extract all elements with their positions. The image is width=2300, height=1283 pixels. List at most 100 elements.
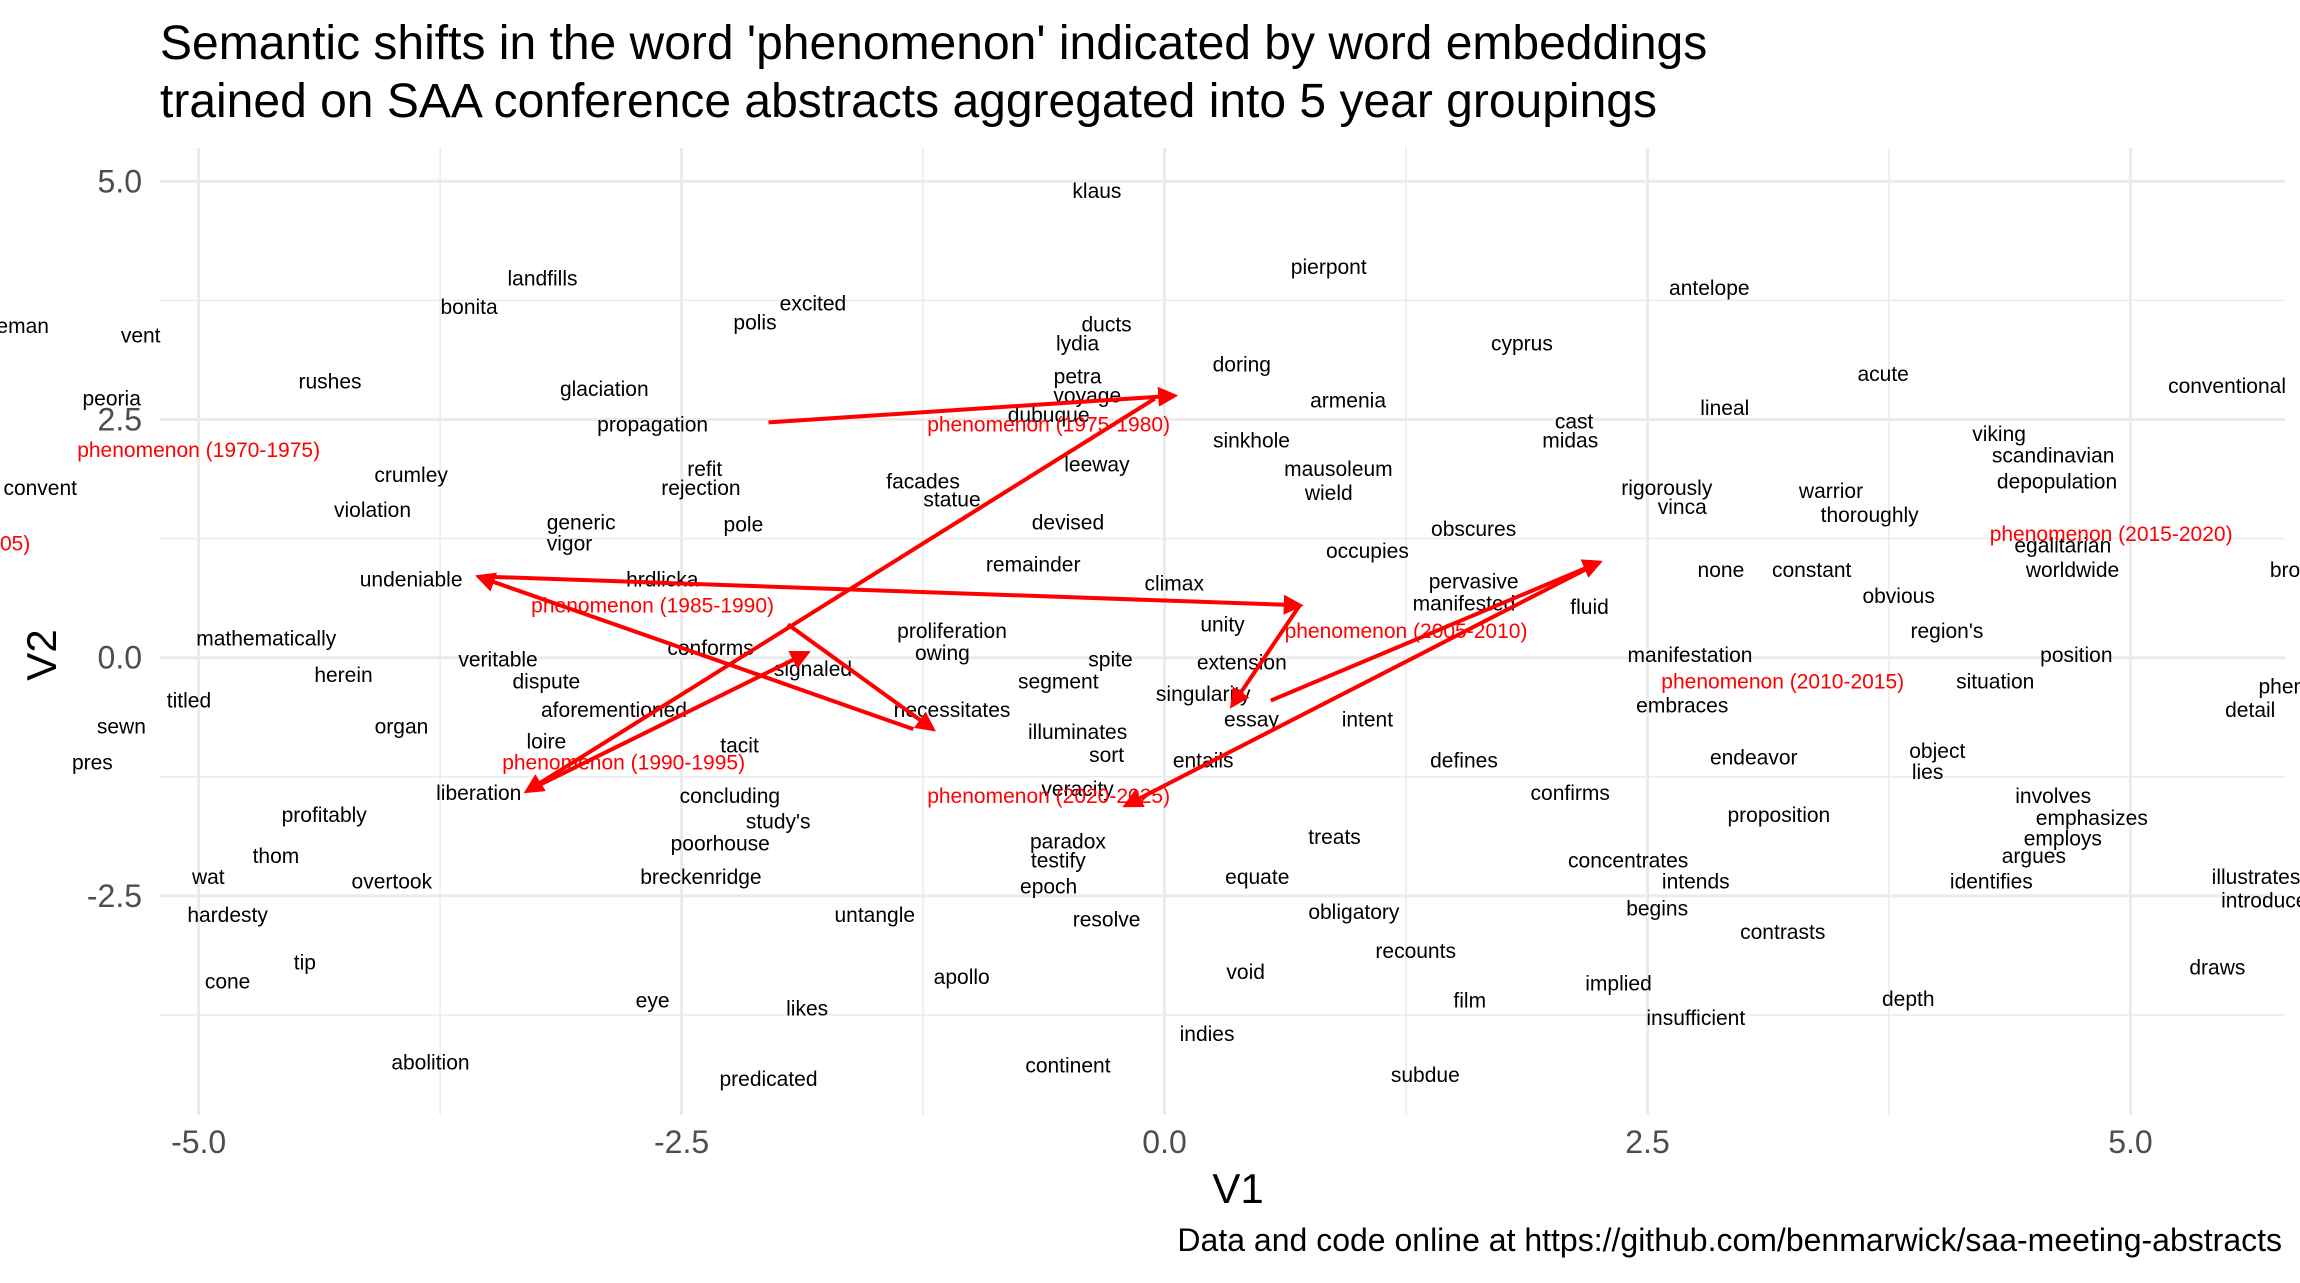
chart-caption: Data and code online at https://github.c…	[1177, 1222, 2282, 1258]
word-label: eye	[636, 990, 670, 1013]
word-label: likes	[786, 997, 828, 1020]
word-label: emphasizes	[2036, 807, 2148, 830]
shift-arrow	[523, 396, 1156, 794]
word-labels: klaus pierpont antelope landfills excited bon…	[0, 180, 2300, 1091]
word-label: fluid	[1570, 596, 1609, 619]
word-label: organ	[375, 715, 429, 738]
word-label: climax	[1144, 572, 1204, 595]
word-label: dispute	[513, 671, 581, 694]
word-label: involves	[2015, 785, 2091, 808]
word-label: intent	[1342, 709, 1394, 732]
word-label: hardesty	[187, 904, 268, 927]
word-label: obligatory	[1308, 901, 1400, 924]
x-axis-title: V1	[1212, 1165, 1263, 1212]
word-label: phenomena	[2259, 675, 2300, 698]
word-label: wield	[1304, 482, 1353, 505]
word-label: resolve	[1073, 909, 1141, 932]
word-label: propagation	[597, 413, 708, 436]
word-label: lineal	[1700, 397, 1749, 420]
word-label: introduces	[2221, 890, 2300, 913]
x-tick-label: 2.5	[1625, 1124, 1669, 1160]
word-label: pole	[724, 513, 764, 536]
y-tick-label: 0.0	[98, 640, 142, 676]
word-label: tip	[294, 952, 316, 975]
word-label: leeway	[1064, 453, 1130, 476]
word-label: loire	[527, 731, 567, 754]
word-label: detail	[2225, 699, 2275, 722]
word-label: bonita	[440, 296, 498, 319]
word-label: excited	[780, 292, 847, 315]
word-label: concentrates	[1568, 850, 1688, 873]
phenomenon-label: phenomenon (1985-1990)	[531, 594, 774, 617]
word-label: implied	[1585, 973, 1652, 996]
phenomenon-label: phenomenon (2015-2020)	[1990, 523, 2233, 546]
phenomenon-label: phenomenon (1970-1975)	[77, 439, 320, 462]
word-label: position	[2040, 644, 2112, 667]
word-label: segment	[1018, 671, 1099, 694]
word-label: rushes	[298, 370, 361, 393]
word-label: argues	[2002, 845, 2066, 868]
word-label: veracity	[1041, 778, 1114, 801]
word-label: subdue	[1391, 1064, 1460, 1087]
word-label: rejection	[661, 477, 740, 500]
word-label: facades	[886, 470, 960, 493]
word-label: remainder	[986, 553, 1081, 576]
word-label: cyprus	[1491, 332, 1553, 355]
word-label: region's	[1910, 620, 1983, 643]
word-label: proliferation	[897, 620, 1007, 643]
word-label: lydia	[1056, 332, 1100, 355]
word-label: refit	[687, 458, 722, 481]
word-label: epoch	[1020, 875, 1077, 898]
x-tick-label: 5.0	[2108, 1124, 2152, 1160]
word-label: viking	[1972, 423, 2026, 446]
word-label: spite	[1088, 649, 1132, 672]
word-label: veritable	[458, 649, 537, 672]
phenomenon-label: phenomenon (2000-2005)	[0, 532, 30, 555]
word-label: mathematically	[196, 628, 337, 651]
word-label: paradox	[1030, 831, 1106, 854]
word-label: recounts	[1375, 940, 1456, 963]
shift-arrow	[1270, 559, 1603, 703]
word-label: petra	[1054, 366, 1102, 389]
shift-arrow	[1122, 560, 1601, 808]
word-label: undeniable	[360, 569, 463, 592]
word-label: unity	[1200, 613, 1245, 636]
word-label: equate	[1225, 866, 1289, 889]
axes: -5.0 -2.5 0.0 2.5 5.0 -2.5 0.0 2.5 5.0	[87, 163, 2153, 1160]
word-label: embraces	[1636, 694, 1728, 717]
word-label: thom	[253, 845, 300, 868]
word-label: tacit	[720, 734, 759, 757]
word-label: necessitates	[894, 699, 1011, 722]
shift-arrow	[474, 572, 915, 732]
shift-arrow	[786, 622, 936, 732]
word-label: warrior	[1798, 480, 1863, 503]
word-label: film	[1453, 990, 1486, 1013]
shift-arrow	[1229, 604, 1302, 709]
word-label: aforementioned	[541, 699, 687, 722]
y-tick-label: -2.5	[87, 878, 142, 914]
word-label: ducts	[1081, 313, 1131, 336]
phenomenon-labels: phenomenon (1970-1975) phenomenon (1975-1…	[0, 413, 2233, 808]
word-label: contrasts	[1740, 921, 1825, 944]
phenomenon-label: phenomenon (2020-2025)	[927, 785, 1170, 808]
word-label: treats	[1308, 826, 1361, 849]
word-label: pierpont	[1291, 256, 1367, 279]
word-label: object	[1909, 740, 1965, 763]
word-label: armenia	[1310, 389, 1386, 412]
word-label: convent	[3, 477, 77, 500]
word-label: vent	[121, 325, 161, 348]
word-label: polis	[733, 311, 776, 334]
word-label: apollo	[934, 966, 990, 989]
word-label: dubuque	[1008, 404, 1090, 427]
word-label: doring	[1213, 353, 1271, 376]
word-label: scandinavian	[1992, 445, 2115, 468]
word-label: conforms	[667, 637, 753, 660]
word-label: illustrates	[2212, 866, 2300, 889]
word-label: endeavor	[1710, 747, 1798, 770]
word-label: wat	[191, 866, 225, 889]
grid	[160, 148, 2285, 1115]
word-label: manifestation	[1628, 644, 1753, 667]
word-label: poorhouse	[671, 832, 770, 855]
